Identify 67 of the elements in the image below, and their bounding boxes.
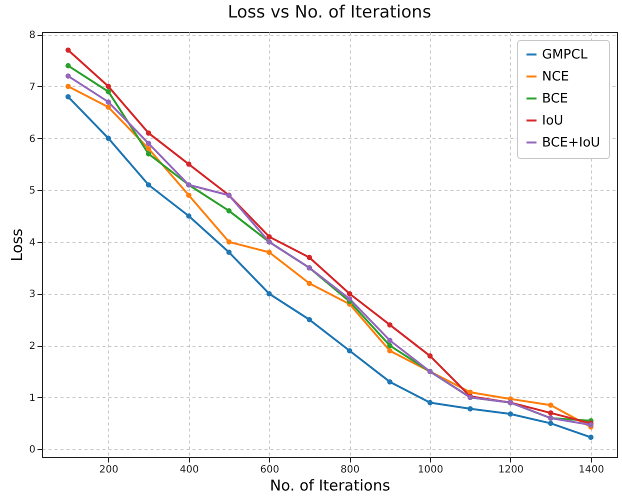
x-tick-label: 1200 — [498, 464, 524, 476]
y-tick-label: 6 — [29, 134, 36, 145]
x-tick-label: 400 — [180, 464, 199, 476]
point — [346, 296, 352, 302]
y-tick-label: 3 — [29, 289, 36, 300]
point — [65, 94, 71, 100]
point — [65, 48, 71, 53]
point — [306, 317, 312, 322]
legend-label: BCE+IoU — [542, 136, 600, 150]
point — [266, 234, 272, 240]
legend-label: BCE — [542, 92, 568, 106]
y-tick-label: 1 — [29, 392, 36, 404]
point — [548, 410, 554, 416]
point — [146, 140, 152, 146]
point — [548, 402, 554, 408]
point — [508, 411, 514, 417]
point — [226, 208, 232, 214]
legend-label: IoU — [542, 114, 564, 128]
point — [146, 146, 152, 152]
point — [65, 84, 71, 90]
point — [427, 353, 433, 359]
point — [548, 420, 554, 426]
x-axis-title: No. of Iterations — [270, 476, 390, 494]
x-tick-label: 600 — [260, 464, 280, 476]
point — [226, 239, 232, 245]
point — [146, 182, 152, 188]
point — [106, 99, 111, 105]
x-tick-label: 1000 — [418, 464, 444, 476]
point — [186, 162, 192, 167]
point — [106, 88, 111, 94]
y-tick-label: 2 — [29, 341, 36, 352]
point — [346, 348, 352, 354]
y-tick-label: 8 — [29, 30, 36, 42]
point — [65, 63, 71, 68]
point — [468, 406, 473, 412]
point — [387, 342, 392, 348]
point — [65, 73, 71, 79]
point — [106, 84, 111, 90]
point — [387, 338, 392, 344]
point — [346, 291, 352, 296]
point — [306, 280, 312, 286]
point — [387, 322, 392, 328]
point — [266, 250, 272, 255]
y-tick-label: 4 — [29, 237, 36, 248]
x-tick-label: 1400 — [578, 464, 604, 476]
point — [306, 254, 312, 260]
point — [266, 291, 272, 296]
point — [387, 379, 392, 384]
y-tick-label: 7 — [29, 82, 36, 93]
point — [588, 434, 594, 440]
y-tick-label: 5 — [29, 186, 36, 197]
point — [146, 151, 152, 156]
point — [186, 213, 192, 219]
chart-title: Loss vs No. of Iterations — [228, 2, 432, 23]
point — [427, 400, 433, 406]
point — [186, 192, 192, 198]
point — [106, 104, 111, 110]
point — [226, 250, 232, 255]
x-tick-label: 800 — [340, 464, 360, 476]
point — [387, 348, 392, 354]
legend-label: NCE — [542, 70, 570, 84]
y-tick-label: 0 — [29, 444, 36, 456]
point — [106, 136, 111, 141]
x-tick-label: 200 — [99, 464, 118, 476]
y-axis-title: Loss — [8, 228, 26, 262]
legend-label: GMPCL — [542, 48, 588, 62]
point — [146, 130, 152, 136]
